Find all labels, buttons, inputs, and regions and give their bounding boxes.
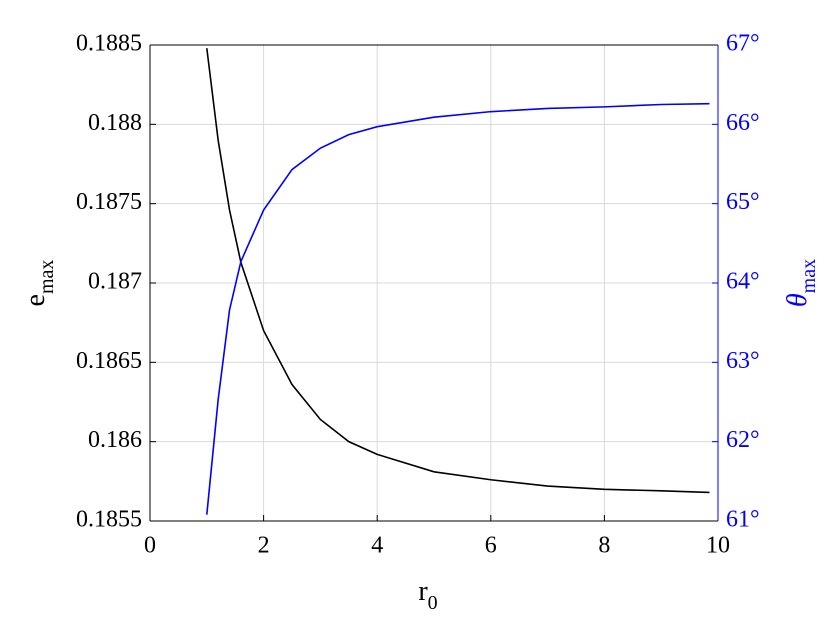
y-tick-label: 0.1885 [76,31,142,57]
y-tick-label: 0.186 [88,427,142,453]
y2-label-base: θ [782,293,813,307]
x-axis-label: r0 [418,576,437,613]
y-tick-label: 0.187 [88,269,142,295]
y-tick-label: 0.1855 [76,507,142,533]
y-tick-label: 0.1865 [76,348,142,374]
y2-tick-label: 63° [726,348,760,374]
y2-tick-label: 67° [726,31,760,57]
y2-tick-label: 62° [726,427,760,453]
x-tick-label: 0 [144,533,156,559]
y-label-base: e [20,294,51,306]
x-label-sub: 0 [428,592,438,614]
series-line [206,102,710,515]
x-label-base: r [418,576,428,607]
y2-tick-label: 64° [726,269,760,295]
x-tick-label: 8 [598,533,610,559]
y2-tick-label: 66° [726,110,760,136]
y-axis-label: emax [20,260,57,307]
x-tick-label: 10 [706,533,730,559]
y-tick-label: 0.1875 [76,189,142,215]
y-tick-label: 0.188 [88,110,142,136]
series-line [206,48,710,494]
y2-tick-label: 65° [726,189,760,215]
y-label-sub: max [36,260,58,294]
x-tick-label: 2 [258,533,270,559]
y2-axis-label: θmax [782,259,819,307]
y2-label-sub: max [798,259,820,293]
y2-tick-label: 61° [726,507,760,533]
x-tick-label: 4 [371,533,383,559]
x-tick-label: 6 [485,533,497,559]
